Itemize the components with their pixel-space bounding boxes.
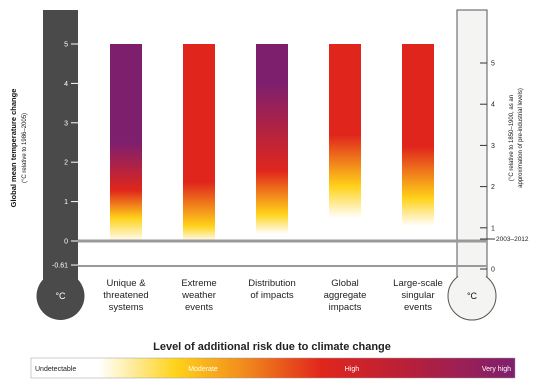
left-thermometer: °C <box>36 10 85 320</box>
left-axis-ticks: 5 4 3 2 1 0 -0.61 <box>52 42 78 270</box>
left-thermometer-tube <box>43 10 78 280</box>
right-thermometer-unit: °C <box>467 291 478 301</box>
category-label: threatened <box>103 290 148 301</box>
category-label: events <box>185 302 213 313</box>
legend-title: Level of additional risk due to climate … <box>153 341 391 353</box>
right-axis-tick-label: 4 <box>491 102 495 109</box>
risk-bar <box>329 44 361 266</box>
right-thermometer: °C <box>447 9 497 321</box>
category-label: Large-scale <box>393 278 443 289</box>
risk-bar <box>183 44 215 266</box>
category-labels: Unique &threatenedsystemsExtremeweathere… <box>103 278 443 313</box>
right-axis-tick-label: 3 <box>491 143 495 150</box>
right-axis-tick-label: 5 <box>491 61 495 68</box>
risk-bar <box>256 44 288 266</box>
left-axis-tick-label: 5 <box>64 42 68 49</box>
category-label: events <box>404 302 432 313</box>
left-axis-tick-label: 3 <box>64 120 68 127</box>
risk-bar <box>110 44 142 266</box>
right-axis-label: (°C relative to 1850–1900, as an <box>509 95 515 181</box>
category-label: Distribution <box>248 278 296 289</box>
left-axis-label: Global mean temperature change <box>9 89 18 208</box>
category-label: Global <box>331 278 358 289</box>
category-label: weather <box>181 290 216 301</box>
category-label: aggregate <box>324 290 367 301</box>
risk-bars <box>110 44 434 266</box>
left-axis-sublabel: (°C relative to 1986–2005) <box>22 113 28 183</box>
category-label: impacts <box>329 302 362 313</box>
right-axis-tick-label: 2 <box>491 184 495 191</box>
right-axis-tick-label: 0 <box>491 267 495 274</box>
category-label: singular <box>401 290 434 301</box>
left-thermometer-unit: °C <box>55 291 66 301</box>
right-thermometer-tube <box>456 9 488 279</box>
legend-level-label: Very high <box>482 366 511 373</box>
legend-level-label: Undetectable <box>35 366 76 373</box>
left-axis-tick-label: 4 <box>64 81 68 88</box>
period-marker-label: 2003–2012 <box>496 236 529 243</box>
legend-level-label: Moderate <box>188 366 218 373</box>
left-axis-tick-label: 1 <box>64 199 68 206</box>
right-axis-tick-label: 1 <box>491 225 495 232</box>
risk-bar <box>402 44 434 266</box>
legend-scale-bar <box>30 357 516 379</box>
category-label: Extreme <box>181 278 216 289</box>
right-axis-ticks: 5 4 3 2 1 0 <box>480 61 495 274</box>
left-axis-tick-label: -0.61 <box>52 263 68 270</box>
category-label: Unique & <box>106 278 146 289</box>
legend-level-label: High <box>345 366 360 373</box>
category-label: systems <box>109 302 144 313</box>
category-label: of impacts <box>250 290 294 301</box>
left-axis-tick-label: 0 <box>64 239 68 246</box>
right-axis-sublabel: approximation of pre-industrial levels) <box>518 88 524 188</box>
left-axis-tick-label: 2 <box>64 160 68 167</box>
left-thermometer-bulb <box>36 272 85 320</box>
legend-levels: Undetectable Moderate High Very high <box>35 366 511 373</box>
